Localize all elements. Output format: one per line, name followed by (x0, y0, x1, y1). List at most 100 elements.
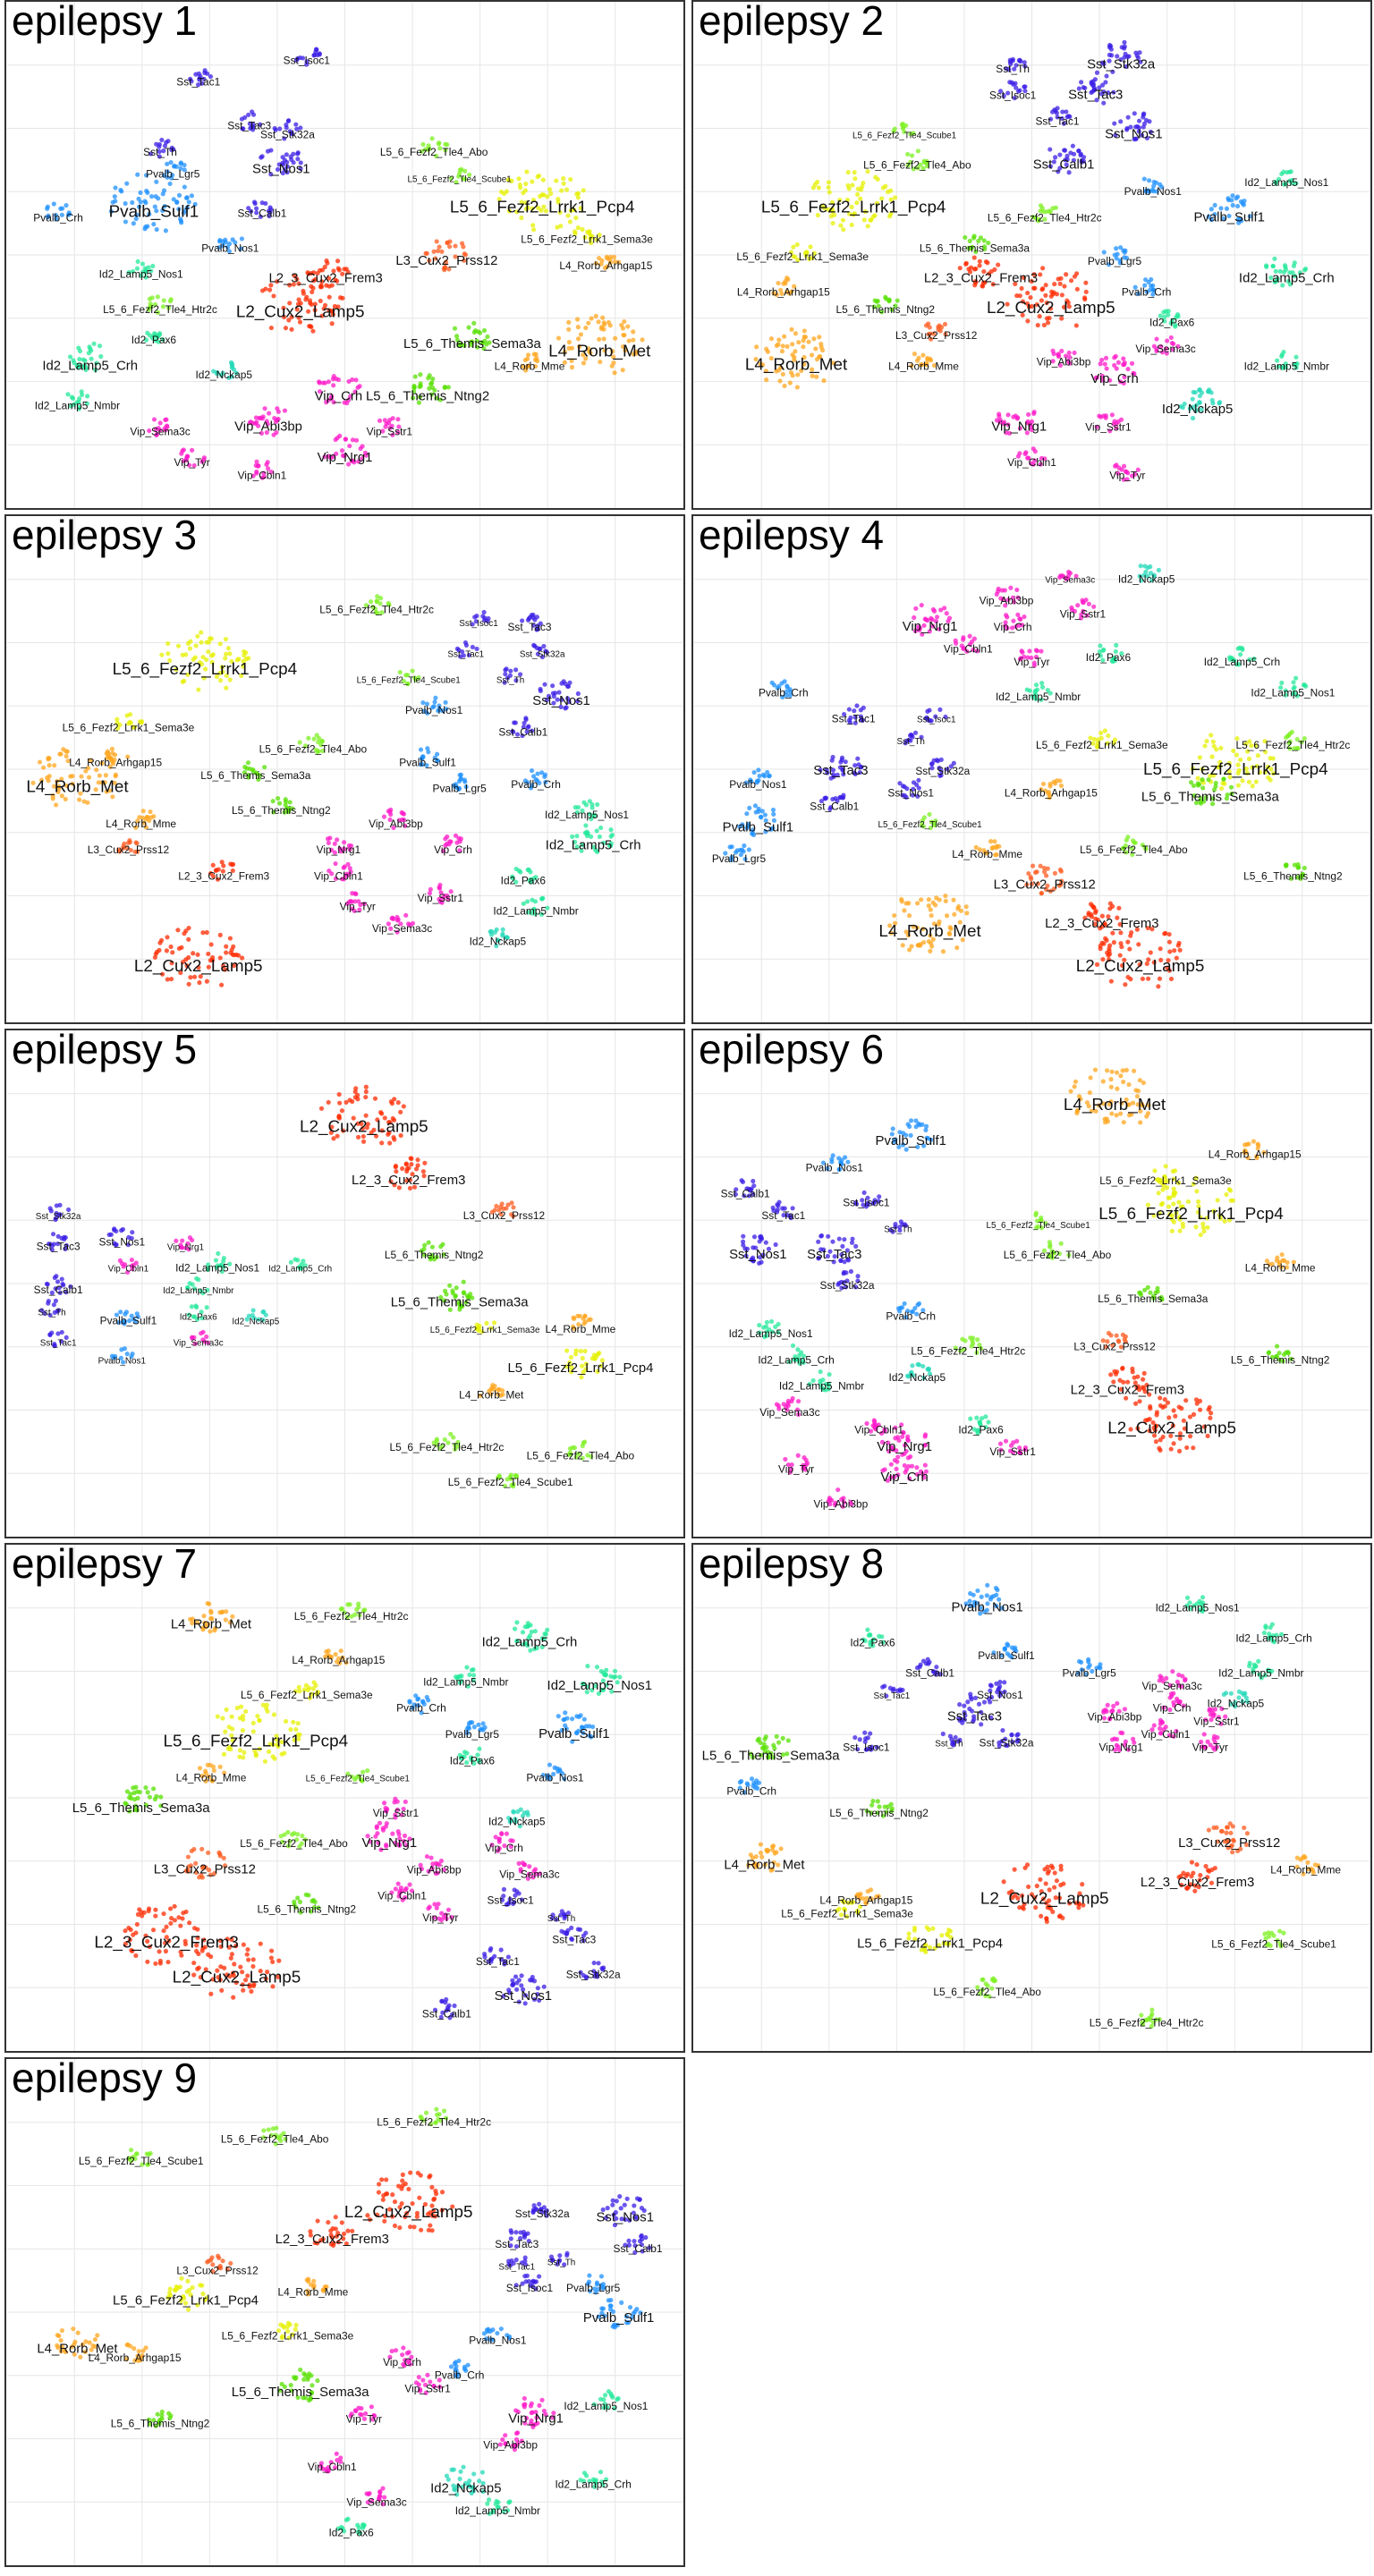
cluster-point (829, 758, 835, 763)
cluster-point (580, 226, 585, 233)
cluster-point (1244, 770, 1250, 775)
cluster-point (1201, 1229, 1207, 1234)
cluster-point (548, 191, 554, 196)
cluster-point (522, 2001, 528, 2006)
cluster-point (1047, 164, 1054, 169)
panel-epilepsy-6: L4_Rorb_Met Pvalb_Sulf1 L4_Rorb_Arhgap15 Pv… (691, 1029, 1372, 1538)
cluster-point (265, 421, 270, 427)
cluster-point (1150, 292, 1156, 297)
cluster-point (909, 153, 915, 158)
cluster-point (978, 235, 983, 241)
cluster-point (276, 1744, 281, 1750)
cluster-point (312, 1899, 318, 1905)
cluster-point (329, 321, 335, 326)
cluster-point (322, 454, 327, 460)
cluster-point (267, 1749, 272, 1755)
cluster-point (837, 1166, 843, 1172)
cluster-point (787, 1470, 793, 1475)
cluster-point (280, 155, 285, 160)
cluster-point (620, 326, 625, 331)
cluster-point (1279, 680, 1285, 686)
cluster-point (1302, 865, 1307, 871)
cluster-point (813, 346, 818, 352)
cluster-point (556, 199, 561, 205)
cluster-point (268, 207, 274, 212)
cluster-point (295, 301, 301, 307)
cluster-point (828, 805, 834, 810)
cluster-point (1043, 292, 1048, 298)
cluster-point (423, 250, 428, 256)
cluster-point (1094, 424, 1099, 429)
cluster-point (240, 955, 245, 961)
cluster-point (1141, 1377, 1146, 1382)
cluster-point (312, 52, 318, 58)
cluster-point (1193, 1397, 1200, 1402)
cluster-point (470, 339, 475, 344)
cluster-point (581, 800, 587, 805)
cluster-point (522, 1810, 527, 1816)
cluster-point (1122, 375, 1127, 380)
cluster-point (127, 1318, 132, 1324)
cluster-point (974, 1350, 980, 1355)
cluster-point (1294, 361, 1300, 367)
cluster-point (79, 392, 85, 397)
cluster-point (795, 257, 801, 263)
cluster-label: Vip_Tyr (340, 901, 376, 913)
cluster-point (505, 1202, 511, 1208)
cluster-point (1293, 354, 1299, 360)
cluster-point (160, 337, 165, 343)
cluster-point (1082, 915, 1088, 920)
cluster-point (1043, 1220, 1048, 1226)
cluster-point (937, 707, 943, 712)
cluster-point (857, 769, 862, 775)
cluster-point (1291, 686, 1296, 691)
cluster-point (892, 1474, 897, 1480)
cluster-point (1032, 458, 1038, 463)
cluster-point (388, 926, 394, 931)
cluster-point (111, 761, 116, 767)
cluster-point (283, 1718, 289, 1724)
cluster-point (462, 252, 469, 258)
cluster-point (217, 1764, 223, 1769)
cluster-point (46, 1301, 51, 1306)
cluster-point (440, 2010, 445, 2015)
cluster-point (1204, 1216, 1209, 1221)
cluster-point (369, 1130, 374, 1135)
cluster-point (1038, 863, 1043, 869)
cluster-point (895, 1454, 901, 1460)
cluster-point (749, 779, 754, 784)
cluster-point (602, 348, 607, 353)
cluster-point (142, 266, 148, 271)
cluster-point (434, 395, 439, 401)
cluster-point (467, 1672, 472, 1678)
cluster-point (409, 1888, 415, 1894)
cluster-point (129, 1354, 134, 1360)
cluster-point (49, 1247, 55, 1252)
cluster-point (1052, 1250, 1057, 1256)
cluster-label: L4_Rorb_Met (745, 354, 848, 374)
cluster-point (63, 796, 68, 802)
cluster-point (790, 1343, 796, 1348)
cluster-point (1027, 648, 1032, 654)
cluster-point (526, 1871, 532, 1877)
cluster-point (858, 714, 864, 719)
cluster-point (750, 830, 755, 835)
cluster-point (277, 801, 283, 806)
cluster-point (424, 701, 430, 707)
cluster-point (496, 1386, 502, 1392)
cluster-point (91, 341, 97, 346)
cluster-point (243, 1978, 249, 1983)
cluster-point (1288, 876, 1294, 881)
cluster-point (46, 778, 51, 784)
cluster-point (1126, 54, 1132, 59)
cluster-point (905, 1122, 911, 1127)
cluster-point (574, 834, 580, 839)
cluster-point (220, 1716, 225, 1721)
cluster-point (1047, 209, 1053, 215)
cluster-point (510, 1901, 516, 1906)
cluster-point (156, 339, 161, 344)
cluster-point (310, 328, 316, 334)
cluster-point (1115, 419, 1121, 424)
cluster-point (215, 1968, 220, 1973)
cluster-point (574, 1714, 580, 1719)
